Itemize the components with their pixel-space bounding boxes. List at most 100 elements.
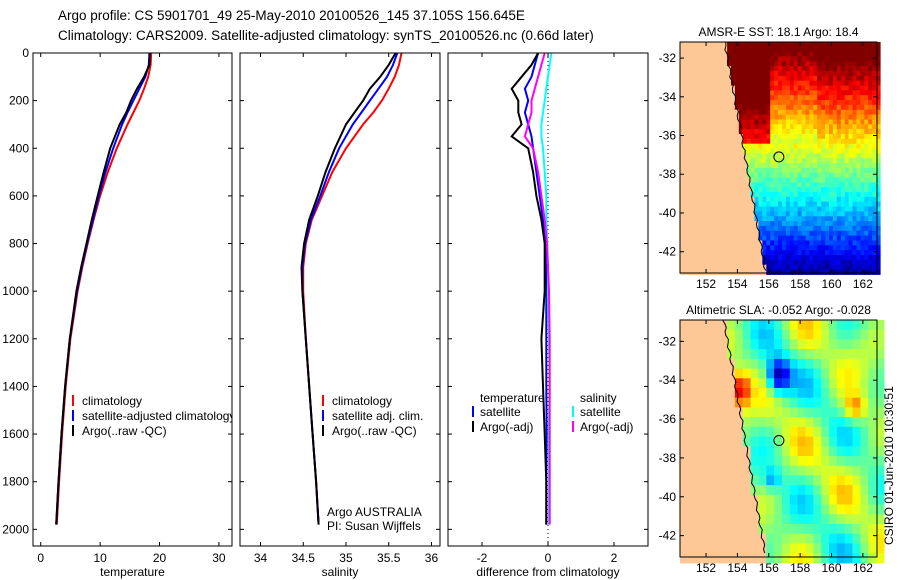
- map-cell: [805, 61, 810, 67]
- title-line-1: Argo profile: CS 5901701_49 25-May-2010 …: [58, 8, 525, 23]
- map-cell: [758, 407, 767, 418]
- map-cell: [711, 339, 720, 350]
- map-cell: [852, 378, 861, 389]
- map-cell: [872, 221, 877, 227]
- map-cell: [738, 95, 744, 101]
- map-cell: [797, 533, 806, 544]
- map-cell: [801, 148, 807, 154]
- map-cell: [852, 456, 861, 467]
- map-cell: [746, 230, 752, 237]
- map-cell: [695, 245, 701, 251]
- map-cell: [829, 56, 834, 62]
- map-cell: [738, 192, 744, 198]
- map-cell: [738, 100, 744, 106]
- map-cell: [872, 172, 877, 179]
- map-cell: [825, 153, 830, 159]
- map-cell: [817, 264, 822, 271]
- map-cell: [727, 465, 736, 476]
- map-cell: [836, 80, 842, 87]
- map-cell: [813, 46, 818, 53]
- map-cell: [750, 264, 756, 271]
- map-cell: [711, 124, 716, 130]
- map-cell: [746, 138, 752, 145]
- y-tick-label: 1600: [2, 427, 29, 441]
- map-cell: [774, 90, 779, 96]
- map-cell: [813, 264, 818, 271]
- map-cell: [876, 85, 881, 91]
- map-cell: [695, 378, 705, 389]
- map-cell: [774, 240, 779, 246]
- map-cell: [715, 51, 720, 58]
- legend-swatch: [322, 425, 324, 436]
- map-cell: [707, 177, 712, 183]
- map-cell: [860, 192, 865, 198]
- map-cell: [695, 85, 701, 91]
- map-cell: [860, 211, 865, 217]
- map-cell: [774, 148, 779, 154]
- map-cell: [680, 134, 685, 140]
- legend-label: satellite: [480, 405, 521, 419]
- map-cell: [805, 75, 810, 82]
- map-cell: [852, 465, 861, 476]
- map-cell: [801, 42, 807, 48]
- map-cell: [734, 143, 740, 150]
- map-cell: [868, 504, 877, 515]
- map-cell: [734, 206, 740, 212]
- map-cell: [766, 124, 771, 130]
- map-cell: [793, 119, 799, 125]
- map-cell: [821, 163, 826, 169]
- map-cell: [829, 196, 834, 203]
- map-cell: [860, 163, 865, 169]
- map-cell: [785, 250, 791, 256]
- map-cell: [864, 158, 869, 164]
- map-cell: [805, 172, 810, 179]
- map-cell: [707, 75, 712, 82]
- map-cell: [707, 250, 712, 256]
- map-cell: [801, 100, 807, 106]
- map-cell: [687, 177, 693, 183]
- map-cell: [711, 533, 720, 544]
- map-cell: [868, 221, 873, 227]
- map-cell: [789, 134, 795, 140]
- map-cell: [731, 177, 736, 183]
- map-cell: [738, 129, 744, 135]
- x-tick-label: 152: [696, 561, 716, 575]
- map-cell: [813, 533, 822, 544]
- map-cell: [793, 187, 799, 193]
- map-cell: [821, 388, 830, 399]
- map-cell: [719, 245, 724, 251]
- map-cell: [758, 177, 763, 183]
- map-cell: [801, 230, 807, 237]
- map-cell: [734, 56, 740, 62]
- map-cell: [778, 187, 783, 193]
- map-cell: [782, 172, 787, 179]
- map-cell: [876, 148, 881, 154]
- map-cell: [680, 456, 689, 467]
- map-cell: [789, 221, 795, 227]
- map-cell: [695, 61, 701, 67]
- map-cell: [750, 349, 759, 360]
- map-cell: [836, 543, 846, 554]
- map-cell: [829, 245, 834, 251]
- map-cell: [860, 436, 869, 447]
- map-cell: [813, 104, 818, 111]
- map-cell: [707, 201, 712, 208]
- map-cell: [832, 42, 838, 48]
- map-cell: [785, 46, 791, 53]
- map-cell: [813, 329, 822, 340]
- map-cell: [876, 201, 881, 208]
- map-cell: [734, 245, 740, 251]
- map-cell: [832, 138, 838, 145]
- map-cell: [805, 71, 810, 77]
- map-cell: [691, 104, 697, 111]
- map-cell: [766, 109, 771, 116]
- map-cell: [758, 196, 763, 203]
- map-cell: [762, 95, 767, 101]
- map-cell: [731, 264, 736, 271]
- map-cell: [703, 388, 712, 399]
- map-cell: [680, 426, 689, 438]
- map-cell: [719, 368, 728, 379]
- map-cell: [836, 388, 846, 399]
- map-cell: [723, 90, 728, 96]
- map-cell: [805, 196, 810, 203]
